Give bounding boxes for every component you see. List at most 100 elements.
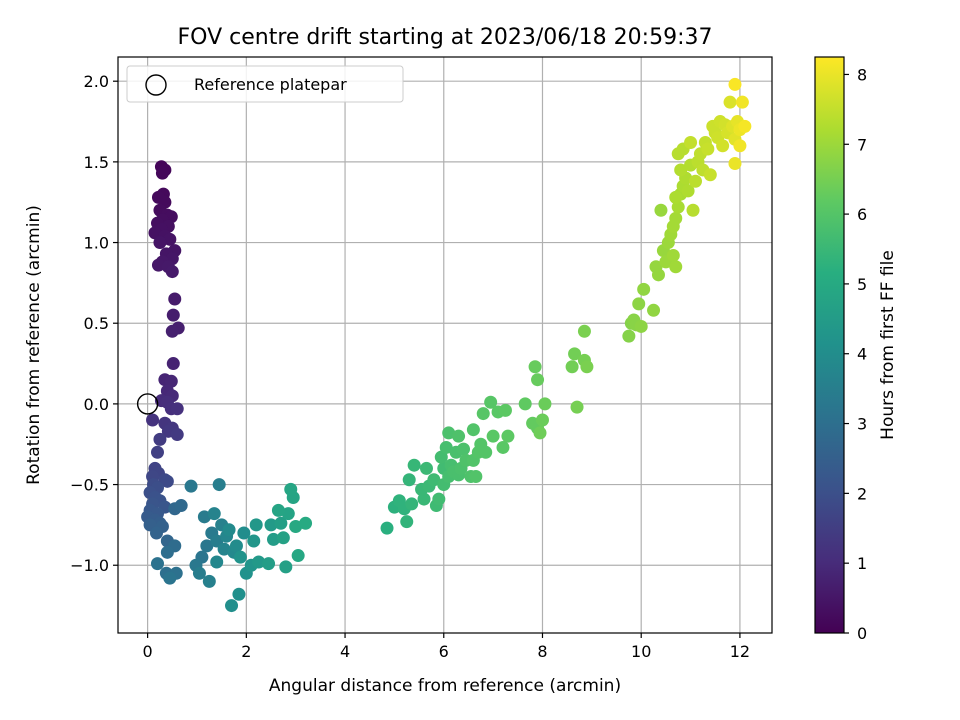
data-point <box>634 319 648 333</box>
legend-reference-marker <box>145 74 167 96</box>
reference-platepar-marker <box>136 393 159 415</box>
data-point <box>202 574 216 588</box>
data-point <box>518 397 532 411</box>
y-tick-label: 0.0 <box>84 395 109 414</box>
data-point <box>669 260 683 274</box>
data-point <box>163 232 177 246</box>
data-point <box>276 531 290 545</box>
x-tick-label: 12 <box>730 642 750 661</box>
data-point <box>669 190 683 204</box>
data-point <box>207 507 221 521</box>
data-point <box>222 523 236 537</box>
y-axis-label: Rotation from reference (arcmin) <box>24 205 44 485</box>
data-point <box>647 303 661 317</box>
data-point <box>538 397 552 411</box>
data-point <box>262 557 276 571</box>
data-point <box>149 526 163 540</box>
data-point <box>622 329 636 343</box>
data-point <box>568 347 582 361</box>
data-point <box>380 521 394 535</box>
data-point <box>252 555 266 569</box>
data-point <box>501 429 515 443</box>
data-point <box>247 534 261 548</box>
data-point <box>237 526 251 540</box>
colorbar <box>815 57 844 633</box>
data-point <box>716 139 730 153</box>
data-point <box>266 532 280 546</box>
data-point <box>654 203 668 217</box>
data-point <box>728 77 742 91</box>
data-point <box>735 95 749 109</box>
plot-frame <box>117 56 773 634</box>
x-tick-label: 2 <box>241 642 251 661</box>
legend: Reference platepar <box>126 65 404 103</box>
data-point <box>469 469 483 483</box>
data-point <box>174 499 188 513</box>
data-point <box>531 373 545 387</box>
data-point <box>439 440 453 454</box>
y-tick-label: −1.0 <box>70 556 109 575</box>
x-axis-ticks: 0 2 4 6 8 10 12 <box>143 633 750 661</box>
data-points <box>136 77 752 613</box>
data-point <box>232 587 246 601</box>
data-point <box>703 168 717 182</box>
data-point <box>210 555 224 569</box>
data-point <box>279 560 293 574</box>
data-point <box>229 539 243 553</box>
data-point <box>565 360 579 374</box>
data-point <box>289 520 303 534</box>
y-tick-label: 2.0 <box>84 72 109 91</box>
data-point <box>434 450 448 464</box>
data-point <box>160 474 174 488</box>
data-point <box>400 515 414 529</box>
data-point <box>170 428 184 442</box>
legend-label: Reference platepar <box>194 75 347 94</box>
data-point <box>166 357 180 371</box>
data-point <box>165 265 179 279</box>
data-point <box>684 136 698 150</box>
x-tick-label: 8 <box>537 642 547 661</box>
data-point <box>184 479 198 493</box>
colorbar-tick-label: 6 <box>857 205 867 224</box>
data-point <box>535 413 549 427</box>
data-point <box>632 297 646 311</box>
y-tick-label: 1.0 <box>84 234 109 253</box>
data-point <box>651 268 665 282</box>
data-point <box>163 571 177 585</box>
data-point <box>233 550 247 564</box>
data-point <box>484 395 498 409</box>
data-point <box>197 510 211 524</box>
y-tick-label: −0.5 <box>70 476 109 495</box>
data-point <box>165 324 179 338</box>
data-point <box>580 360 594 374</box>
data-point <box>217 542 231 556</box>
data-point <box>249 518 263 532</box>
data-point <box>405 497 419 511</box>
data-point <box>299 516 313 530</box>
colorbar-tick-label: 7 <box>857 135 867 154</box>
data-point <box>476 407 490 421</box>
x-tick-label: 10 <box>631 642 651 661</box>
colorbar-tick-label: 3 <box>857 415 867 434</box>
data-point <box>271 503 285 517</box>
x-axis-label: Angular distance from reference (arcmin) <box>269 676 621 696</box>
data-point <box>168 292 182 306</box>
colorbar-tick-label: 5 <box>857 275 867 294</box>
y-axis-ticks: 2.0 1.5 1.0 0.5 0.0 −0.5 −1.0 <box>70 72 118 575</box>
data-point <box>284 482 298 496</box>
data-point <box>427 473 441 487</box>
colorbar-tick-label: 1 <box>857 554 867 573</box>
data-point <box>212 478 226 492</box>
data-point <box>200 539 214 553</box>
data-point <box>528 360 542 374</box>
legend-box <box>126 65 404 103</box>
colorbar-ticks: 0 1 2 3 4 5 6 7 8 <box>844 65 867 643</box>
colorbar-label: Hours from first FF file <box>878 250 898 440</box>
data-point <box>153 236 167 250</box>
data-point <box>150 445 164 459</box>
x-tick-label: 6 <box>439 642 449 661</box>
data-point <box>281 507 295 521</box>
data-point <box>686 203 700 217</box>
data-point <box>146 413 160 427</box>
